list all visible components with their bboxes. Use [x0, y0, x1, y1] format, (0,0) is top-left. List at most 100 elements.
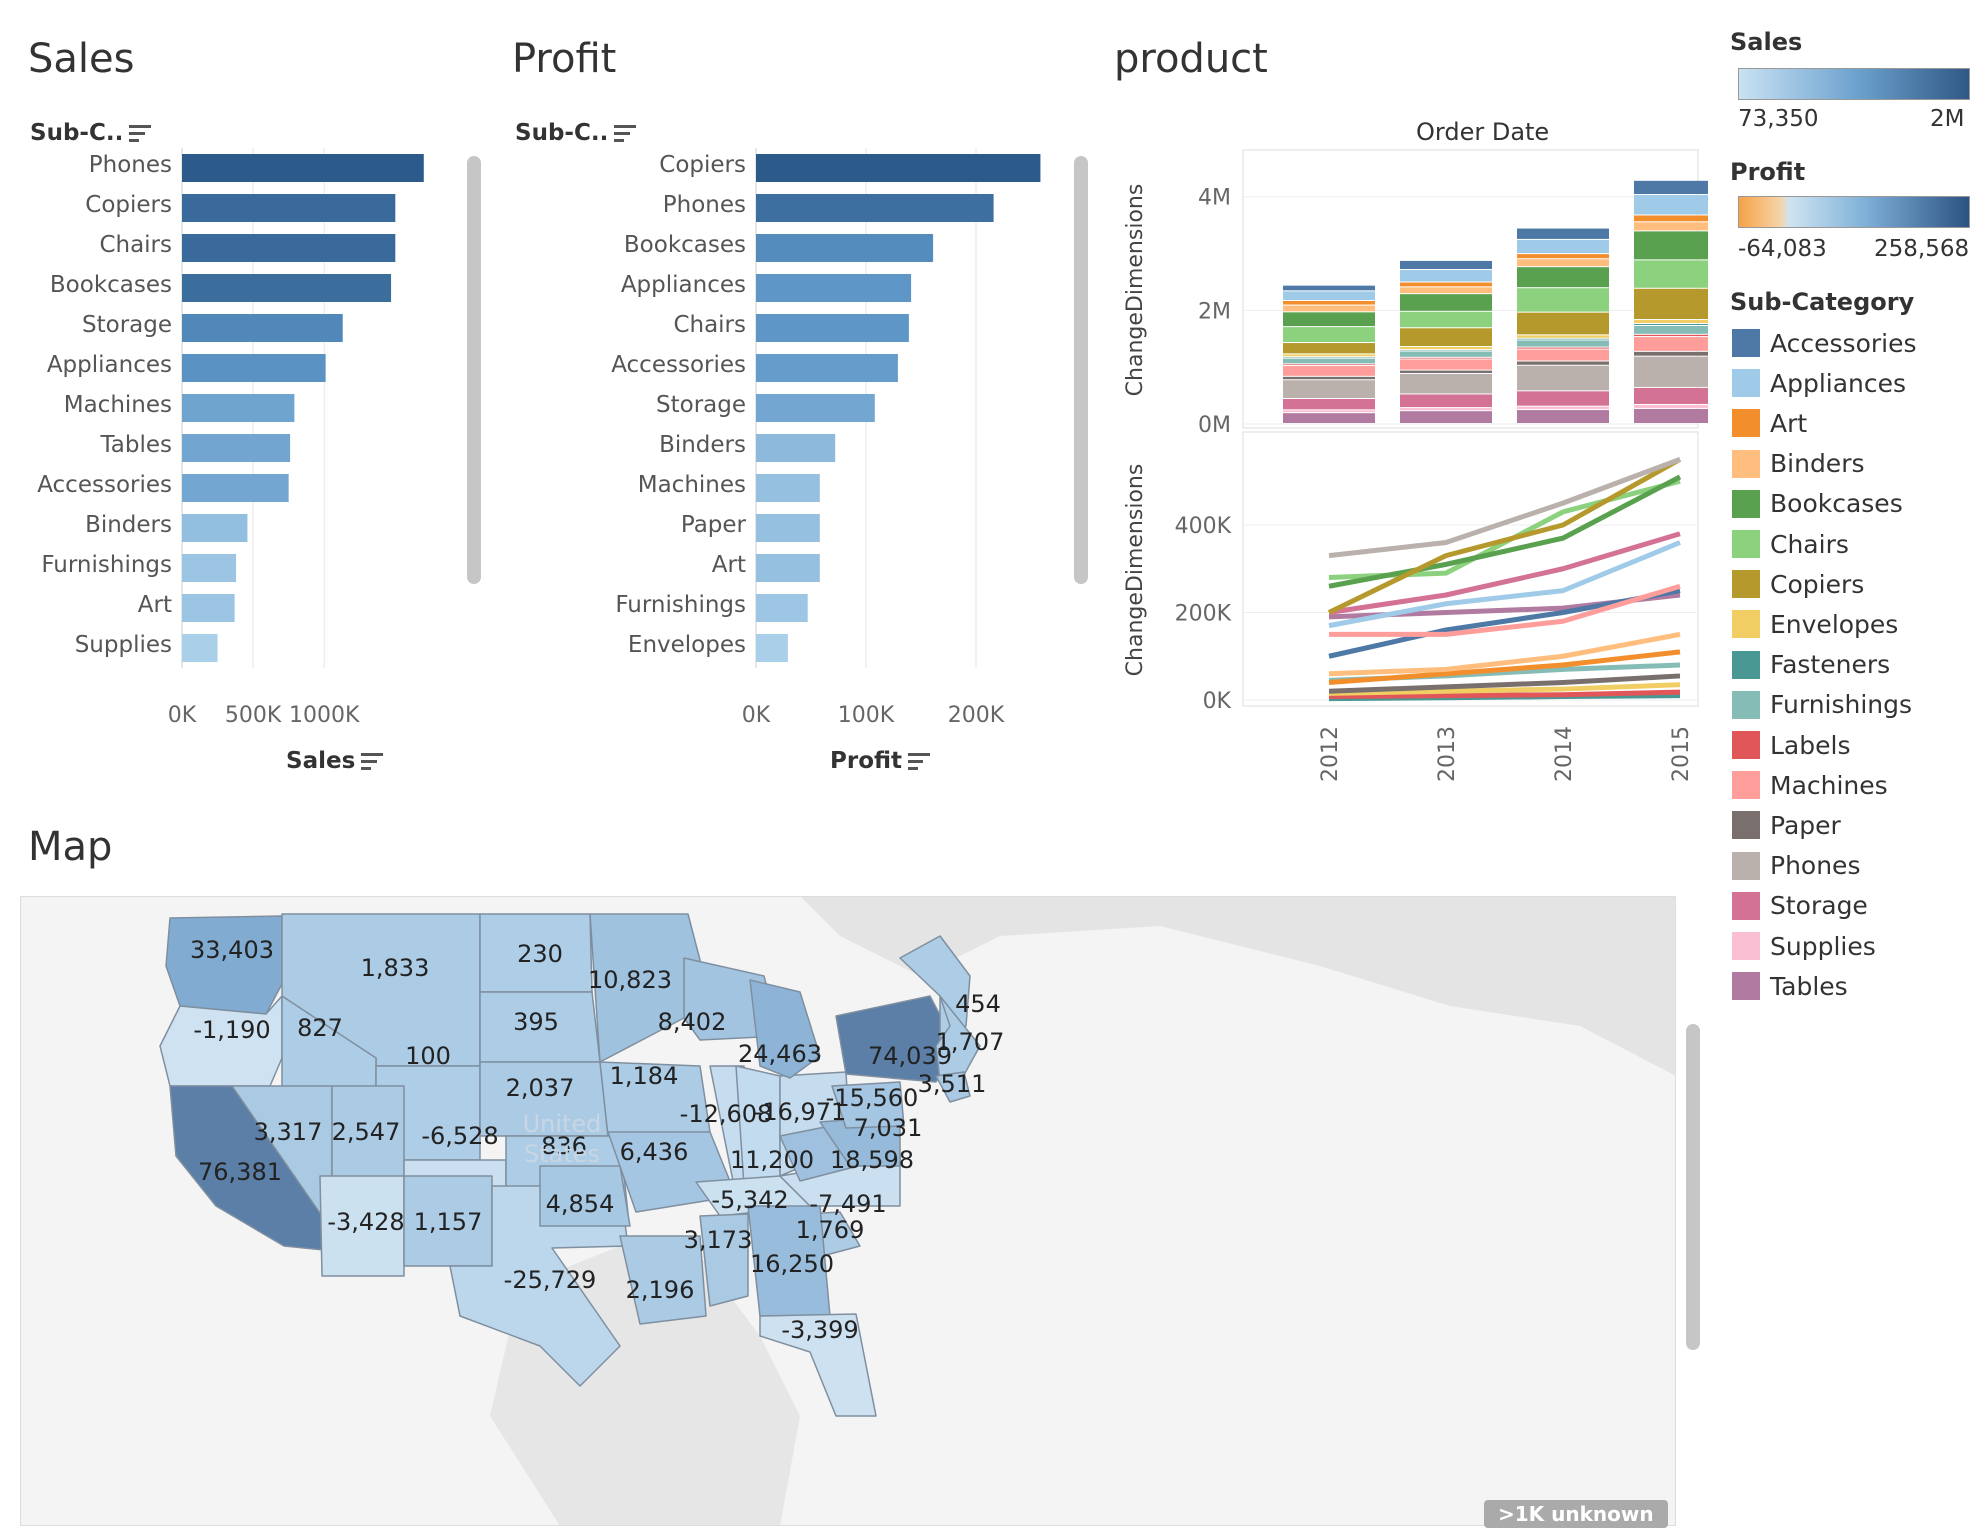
stacked-bar-segment[interactable]	[1400, 287, 1492, 293]
sort-descending-icon[interactable]	[361, 753, 383, 771]
category-label[interactable]: Phones	[663, 192, 746, 218]
legend-item[interactable]: Copiers	[1732, 569, 1864, 599]
bar[interactable]	[182, 634, 218, 662]
category-label[interactable]: Accessories	[37, 472, 172, 498]
stacked-bar-segment[interactable]	[1400, 352, 1492, 357]
stacked-bar-segment[interactable]	[1283, 410, 1375, 412]
legend-item[interactable]: Paper	[1732, 810, 1841, 840]
legend-item[interactable]: Appliances	[1732, 368, 1906, 398]
bar[interactable]	[182, 354, 326, 382]
stacked-bar-segment[interactable]	[1283, 413, 1375, 423]
bar[interactable]	[756, 194, 994, 222]
stacked-bar-segment[interactable]	[1283, 354, 1375, 356]
stacked-bar-segment[interactable]	[1283, 301, 1375, 305]
stacked-bar-segment[interactable]	[1283, 327, 1375, 342]
stacked-bar-segment[interactable]	[1634, 231, 1708, 259]
legend-item[interactable]: Storage	[1732, 891, 1868, 921]
bar[interactable]	[756, 274, 911, 302]
category-label[interactable]: Chairs	[673, 312, 746, 338]
bar[interactable]	[182, 554, 236, 582]
stacked-bar-segment[interactable]	[1400, 328, 1492, 346]
state-shape[interactable]	[166, 916, 282, 1014]
stacked-bar-segment[interactable]	[1634, 357, 1708, 387]
category-label[interactable]: Storage	[82, 312, 172, 338]
stacked-bar-segment[interactable]	[1283, 343, 1375, 353]
stacked-bar-segment[interactable]	[1517, 350, 1609, 361]
unknown-badge[interactable]: >1K unknown	[1484, 1500, 1668, 1528]
stacked-bar-segment[interactable]	[1517, 348, 1609, 349]
bar[interactable]	[182, 434, 290, 462]
category-label[interactable]: Machines	[638, 472, 746, 498]
stacked-bar-segment[interactable]	[1517, 362, 1609, 365]
legend-item[interactable]: Supplies	[1732, 931, 1876, 961]
category-label[interactable]: Binders	[85, 512, 172, 538]
stacked-bar-segment[interactable]	[1517, 391, 1609, 405]
stacked-bar-segment[interactable]	[1517, 340, 1609, 346]
legend-item[interactable]: Machines	[1732, 770, 1888, 800]
bar[interactable]	[756, 154, 1040, 182]
legend-item[interactable]: Art	[1732, 408, 1807, 438]
legend-item[interactable]: Labels	[1732, 730, 1850, 760]
stacked-bar-segment[interactable]	[1517, 410, 1609, 423]
bar[interactable]	[182, 514, 247, 542]
stacked-bar-segment[interactable]	[1400, 283, 1492, 287]
stacked-bar-segment[interactable]	[1634, 388, 1708, 404]
bar[interactable]	[182, 474, 289, 502]
bar[interactable]	[756, 434, 835, 462]
bar[interactable]	[756, 514, 820, 542]
map-scrollbar[interactable]	[1686, 1024, 1700, 1350]
stacked-bar-segment[interactable]	[1517, 259, 1609, 266]
stacked-bar-segment[interactable]	[1283, 291, 1375, 300]
stacked-bar-segment[interactable]	[1634, 181, 1708, 194]
category-label[interactable]: Art	[712, 552, 746, 578]
category-label[interactable]: Storage	[656, 392, 746, 418]
stacked-bar-segment[interactable]	[1283, 377, 1375, 379]
stacked-bar-segment[interactable]	[1634, 222, 1708, 230]
stacked-bar-segment[interactable]	[1634, 337, 1708, 351]
bar[interactable]	[756, 554, 820, 582]
bar[interactable]	[756, 314, 909, 342]
stacked-bar-segment[interactable]	[1634, 409, 1708, 423]
bar[interactable]	[182, 154, 424, 182]
stacked-bar-segment[interactable]	[1400, 261, 1492, 269]
stacked-bar-segment[interactable]	[1517, 254, 1609, 258]
stacked-bar-segment[interactable]	[1634, 335, 1708, 336]
stacked-bar-segment[interactable]	[1400, 360, 1492, 370]
bar[interactable]	[182, 594, 235, 622]
stacked-bar-segment[interactable]	[1400, 394, 1492, 407]
stacked-bar-segment[interactable]	[1283, 366, 1375, 376]
stacked-bar-segment[interactable]	[1400, 358, 1492, 359]
stacked-bar-segment[interactable]	[1400, 408, 1492, 410]
stacked-bar-segment[interactable]	[1283, 380, 1375, 398]
category-label[interactable]: Copiers	[85, 192, 172, 218]
bar[interactable]	[182, 194, 395, 222]
stacked-bar-segment[interactable]	[1283, 306, 1375, 312]
stacked-bar-segment[interactable]	[1517, 313, 1609, 335]
category-label[interactable]: Furnishings	[41, 552, 172, 578]
category-label[interactable]: Paper	[681, 512, 747, 538]
sales-scrollbar[interactable]	[467, 156, 481, 584]
bar[interactable]	[756, 354, 898, 382]
stacked-bar-segment[interactable]	[1283, 286, 1375, 291]
bar[interactable]	[182, 234, 395, 262]
stacked-bar-segment[interactable]	[1400, 347, 1492, 349]
sort-descending-icon[interactable]	[908, 753, 930, 771]
legend-item[interactable]: Accessories	[1732, 328, 1917, 358]
stacked-bar-segment[interactable]	[1400, 371, 1492, 373]
stacked-bar-segment[interactable]	[1634, 405, 1708, 408]
legend-item[interactable]: Chairs	[1732, 529, 1849, 559]
profit-axis-title[interactable]: Profit	[830, 748, 930, 774]
legend-item[interactable]: Tables	[1732, 971, 1848, 1001]
profit-color-ramp[interactable]	[1738, 196, 1970, 228]
category-label[interactable]: Art	[138, 592, 172, 618]
sales-color-ramp[interactable]	[1738, 68, 1970, 100]
category-label[interactable]: Tables	[100, 432, 172, 458]
stacked-bar-segment[interactable]	[1400, 411, 1492, 423]
stacked-bar-segment[interactable]	[1283, 312, 1375, 326]
stacked-bar-segment[interactable]	[1517, 288, 1609, 311]
legend-item[interactable]: Binders	[1732, 449, 1865, 479]
stacked-bar-segment[interactable]	[1634, 352, 1708, 356]
stacked-bar-segment[interactable]	[1400, 312, 1492, 327]
bar[interactable]	[182, 394, 294, 422]
